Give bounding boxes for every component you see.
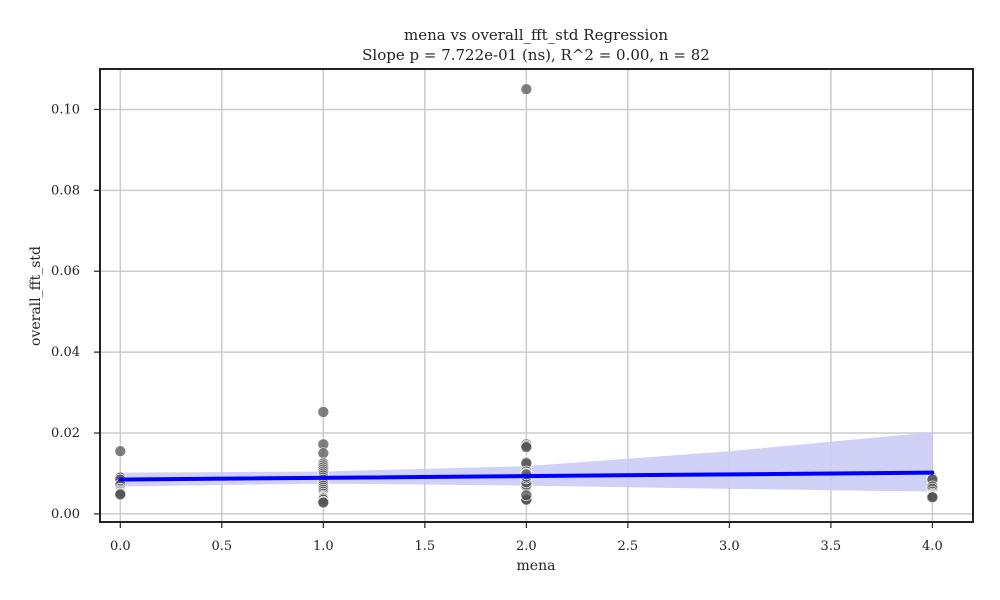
regression-line: [118, 470, 935, 482]
plot-frame: [99, 68, 974, 523]
data-point: [520, 441, 533, 453]
y-tick-label: 0.10: [51, 102, 80, 117]
x-tick-label: 2.5: [618, 539, 639, 554]
x-tick-label: 0.0: [110, 539, 131, 554]
x-axis-label: mena: [517, 558, 556, 574]
data-point: [317, 447, 330, 460]
x-tick-label: 4.0: [922, 539, 943, 554]
y-tick-label: 0.02: [51, 426, 80, 441]
y-tick-label: 0.00: [51, 507, 80, 522]
regression-line-layer: [118, 470, 935, 482]
x-tick-label: 2.0: [516, 539, 537, 554]
data-point: [520, 83, 533, 96]
data-point: [520, 489, 533, 502]
data-point: [317, 406, 330, 418]
grid-lines: [100, 69, 973, 522]
x-tick-label: 1.0: [313, 539, 334, 554]
data-point: [114, 488, 127, 501]
x-tick-label: 0.5: [211, 539, 232, 554]
y-tick-label: 0.04: [51, 345, 80, 360]
x-tick-label: 3.5: [821, 539, 842, 554]
data-point: [114, 445, 127, 458]
x-axis-ticks: 0.0 0.5 1.0 1.5 2.0 2.5 3.0 3.5 4.0: [110, 522, 943, 554]
y-tick-label: 0.06: [51, 264, 80, 279]
y-axis-ticks: 0.00 0.02 0.04 0.06 0.08 0.10: [51, 102, 100, 522]
chart-title: mena vs overall_fft_std Regression: [404, 26, 668, 44]
data-point: [926, 491, 939, 504]
data-point: [317, 496, 330, 509]
y-tick-label: 0.08: [51, 183, 80, 198]
y-axis-label: overall_fft_std: [28, 246, 44, 346]
x-tick-label: 3.0: [719, 539, 740, 554]
x-tick-label: 1.5: [414, 539, 435, 554]
chart-subtitle: Slope p = 7.722e-01 (ns), R^2 = 0.00, n …: [362, 46, 710, 64]
